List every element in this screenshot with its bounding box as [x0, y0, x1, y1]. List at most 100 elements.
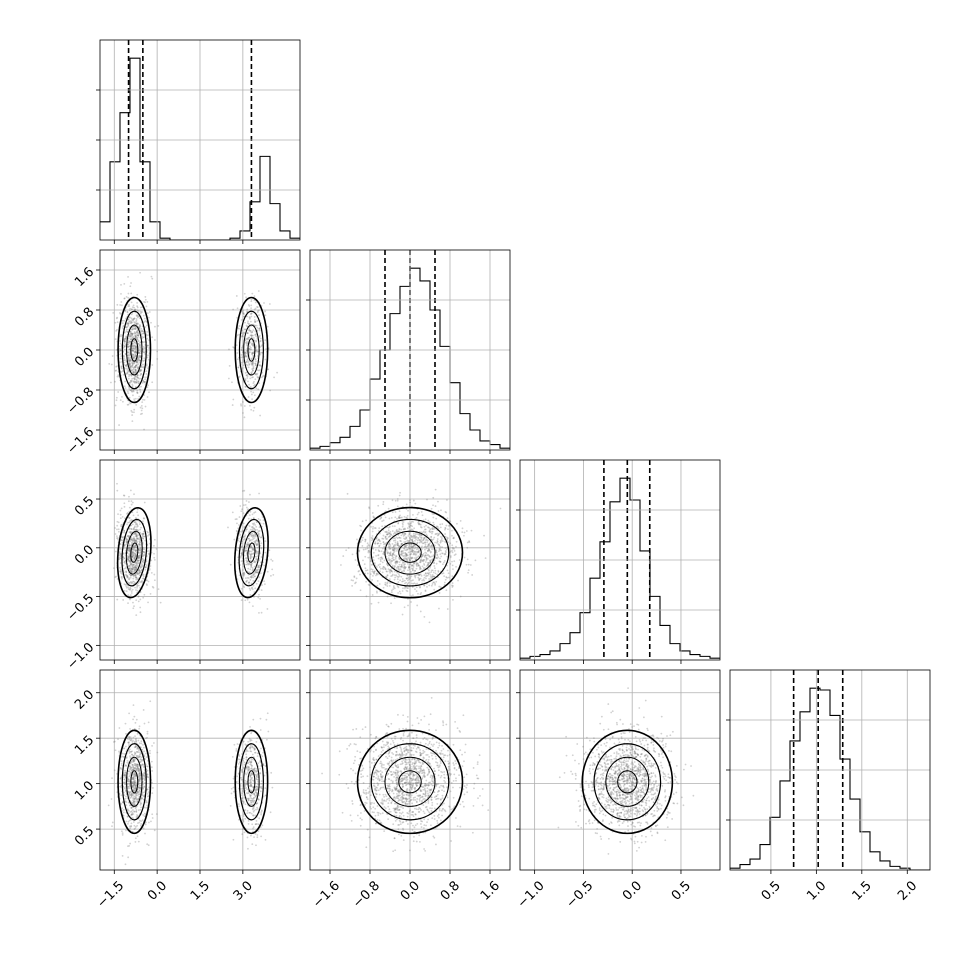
scatter-point	[247, 537, 250, 540]
scatter-point	[118, 782, 121, 785]
scatter-point	[244, 355, 247, 358]
scatter-point	[432, 521, 435, 524]
scatter-point	[404, 586, 406, 588]
scatter-point	[434, 544, 436, 547]
scatter-point	[441, 523, 444, 525]
scatter-point	[133, 570, 136, 572]
scatter-point	[137, 559, 140, 562]
scatter-point	[264, 551, 267, 554]
scatter-point	[400, 528, 403, 531]
scatter-point	[248, 601, 251, 604]
scatter-point	[129, 335, 132, 338]
scatter-point	[132, 548, 135, 551]
scatter-point	[252, 758, 255, 761]
scatter-point	[389, 568, 392, 571]
scatter-point	[394, 537, 396, 540]
scatter-point	[395, 536, 398, 539]
scatter-point	[421, 560, 424, 562]
scatter-point	[471, 574, 474, 576]
scatter-point	[407, 546, 410, 549]
scatter-point	[420, 536, 422, 539]
scatter-point	[131, 306, 134, 309]
scatter-point	[405, 553, 408, 556]
scatter-point	[130, 322, 132, 325]
scatter-point	[132, 760, 135, 763]
scatter-point	[153, 742, 155, 744]
scatter-point	[145, 583, 148, 586]
scatter-point	[139, 310, 142, 313]
scatter-point	[423, 563, 425, 565]
scatter-point	[140, 568, 143, 571]
scatter-point	[446, 555, 449, 558]
scatter-point	[415, 548, 418, 551]
scatter-point	[254, 333, 257, 336]
scatter-point	[150, 321, 152, 324]
scatter-point	[132, 792, 135, 795]
scatter-point	[385, 563, 388, 566]
scatter-point	[258, 328, 261, 330]
scatter-point	[127, 521, 129, 524]
scatter-point	[127, 500, 130, 503]
scatter-point	[146, 356, 149, 359]
scatter-point	[249, 330, 252, 332]
scatter-point	[401, 552, 404, 555]
scatter-point	[120, 334, 122, 336]
scatter-point	[245, 549, 248, 552]
scatter-point	[259, 340, 262, 343]
scatter-point	[407, 576, 410, 579]
scatter-point	[250, 393, 253, 396]
scatter-point	[393, 554, 396, 556]
scatter-point	[441, 563, 444, 566]
scatter-point	[127, 556, 130, 558]
scatter-point	[139, 368, 142, 371]
scatter-point	[240, 356, 242, 359]
scatter-point	[119, 399, 122, 401]
scatter-point	[250, 348, 253, 351]
scatter-point	[130, 571, 133, 573]
scatter-point	[142, 596, 145, 599]
scatter-point	[260, 785, 263, 788]
scatter-point	[139, 611, 142, 614]
scatter-point	[227, 526, 229, 529]
scatter-point	[127, 548, 129, 551]
scatter-point	[403, 579, 406, 582]
scatter-point	[256, 806, 259, 809]
scatter-point	[124, 769, 126, 772]
scatter-point	[238, 327, 240, 330]
scatter-point	[420, 558, 423, 561]
scatter-point	[388, 546, 390, 549]
scatter-point	[252, 799, 255, 802]
scatter-point	[228, 364, 231, 367]
scatter-point	[361, 545, 364, 547]
scatter-point	[134, 738, 137, 741]
scatter-point	[255, 808, 257, 811]
scatter-point	[367, 543, 370, 546]
scatter-point	[410, 545, 413, 548]
scatter-point	[248, 571, 251, 574]
scatter-point	[365, 569, 367, 572]
scatter-point	[131, 555, 134, 558]
scatter-point	[359, 524, 362, 527]
scatter-point	[245, 561, 248, 563]
scatter-point	[384, 568, 387, 570]
panel-frame	[99, 249, 301, 451]
scatter-point	[248, 797, 250, 800]
scatter-point	[134, 345, 137, 348]
scatter-point	[380, 517, 383, 519]
scatter-point	[134, 555, 137, 557]
scatter-point	[241, 753, 243, 755]
scatter-point	[406, 548, 409, 551]
scatter-point	[393, 597, 396, 599]
scatter-point	[256, 355, 259, 357]
scatter-point	[139, 370, 142, 373]
scatter-point	[446, 536, 448, 539]
scatter-point	[259, 760, 262, 763]
scatter-point	[438, 532, 441, 535]
scatter-point	[140, 566, 143, 569]
scatter-point	[425, 565, 428, 568]
scatter-point	[145, 305, 148, 308]
scatter-point	[142, 360, 145, 362]
scatter-point	[445, 589, 448, 592]
scatter-point	[448, 551, 451, 554]
scatter-point	[137, 310, 140, 312]
